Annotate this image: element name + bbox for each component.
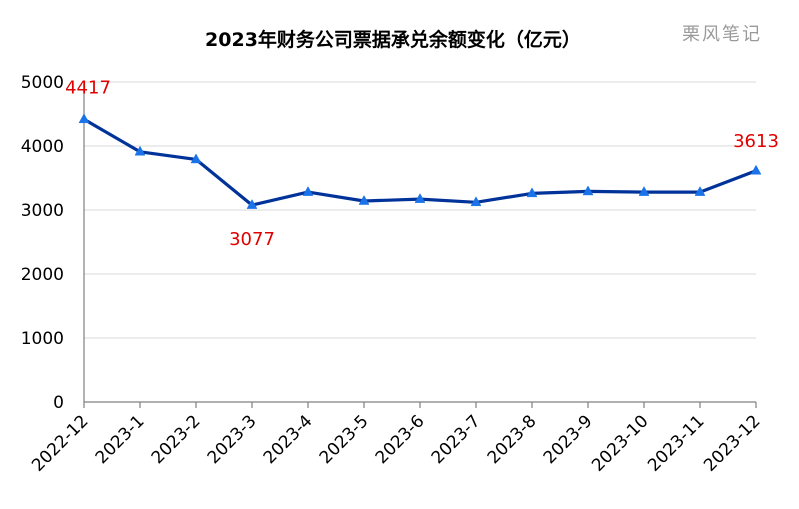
y-tick-label: 1000	[21, 329, 64, 349]
axes	[83, 82, 757, 408]
watermark-text: 栗风笔记	[682, 24, 762, 45]
markers	[78, 113, 762, 209]
x-tick-label: 2023-1	[92, 411, 149, 468]
x-tick-label: 2023-3	[204, 411, 261, 468]
data-point-marker	[246, 199, 258, 209]
data-point-marker	[358, 195, 370, 205]
data-label: 4417	[65, 77, 111, 98]
data-labels: 4417 3077 3613	[65, 77, 779, 250]
data-point-marker	[414, 193, 426, 203]
x-tick-label: 2023-6	[372, 411, 429, 468]
series-line	[82, 117, 758, 207]
x-tick-label: 2023-2	[148, 411, 205, 468]
y-tick-label: 2000	[21, 265, 64, 285]
grid-lines	[84, 81, 756, 339]
y-tick-label: 5000	[21, 73, 64, 93]
x-tick-labels: 2022-12 2023-1 2023-2 2023-3 2023-4 2023-5 202…	[28, 411, 764, 475]
x-tick-label: 2023-4	[260, 411, 317, 468]
data-label: 3077	[229, 229, 275, 250]
series-line-layer	[82, 117, 758, 207]
data-point-marker	[190, 153, 202, 164]
data-point-marker	[526, 187, 538, 198]
x-tick-label: 2023-11	[644, 411, 708, 475]
data-point-marker	[638, 186, 650, 196]
data-point-marker	[302, 186, 314, 196]
data-point-marker	[470, 196, 482, 207]
data-point-marker	[694, 186, 706, 196]
data-point-marker	[78, 113, 90, 124]
y-tick-labels: 0 1000 2000 3000 4000 5000	[21, 73, 64, 413]
data-point-marker	[750, 164, 762, 175]
y-tick-label: 0	[53, 393, 64, 413]
chart-title: 2023年财务公司票据承兑余额变化（亿元）	[205, 28, 581, 51]
x-tick-label: 2023-10	[588, 411, 652, 475]
x-tick-label: 2023-9	[540, 411, 597, 468]
x-tick-label: 2023-8	[484, 411, 541, 468]
data-point-marker	[134, 145, 146, 156]
x-tick-label: 2023-7	[428, 411, 485, 468]
x-tick-label: 2023-5	[316, 411, 373, 468]
data-point-marker	[582, 185, 594, 196]
y-tick-label: 3000	[21, 201, 64, 221]
x-tick-label: 2023-12	[700, 411, 764, 475]
y-tick-label: 4000	[21, 137, 64, 157]
x-tick-label: 2022-12	[28, 411, 92, 475]
data-label: 3613	[733, 131, 779, 152]
